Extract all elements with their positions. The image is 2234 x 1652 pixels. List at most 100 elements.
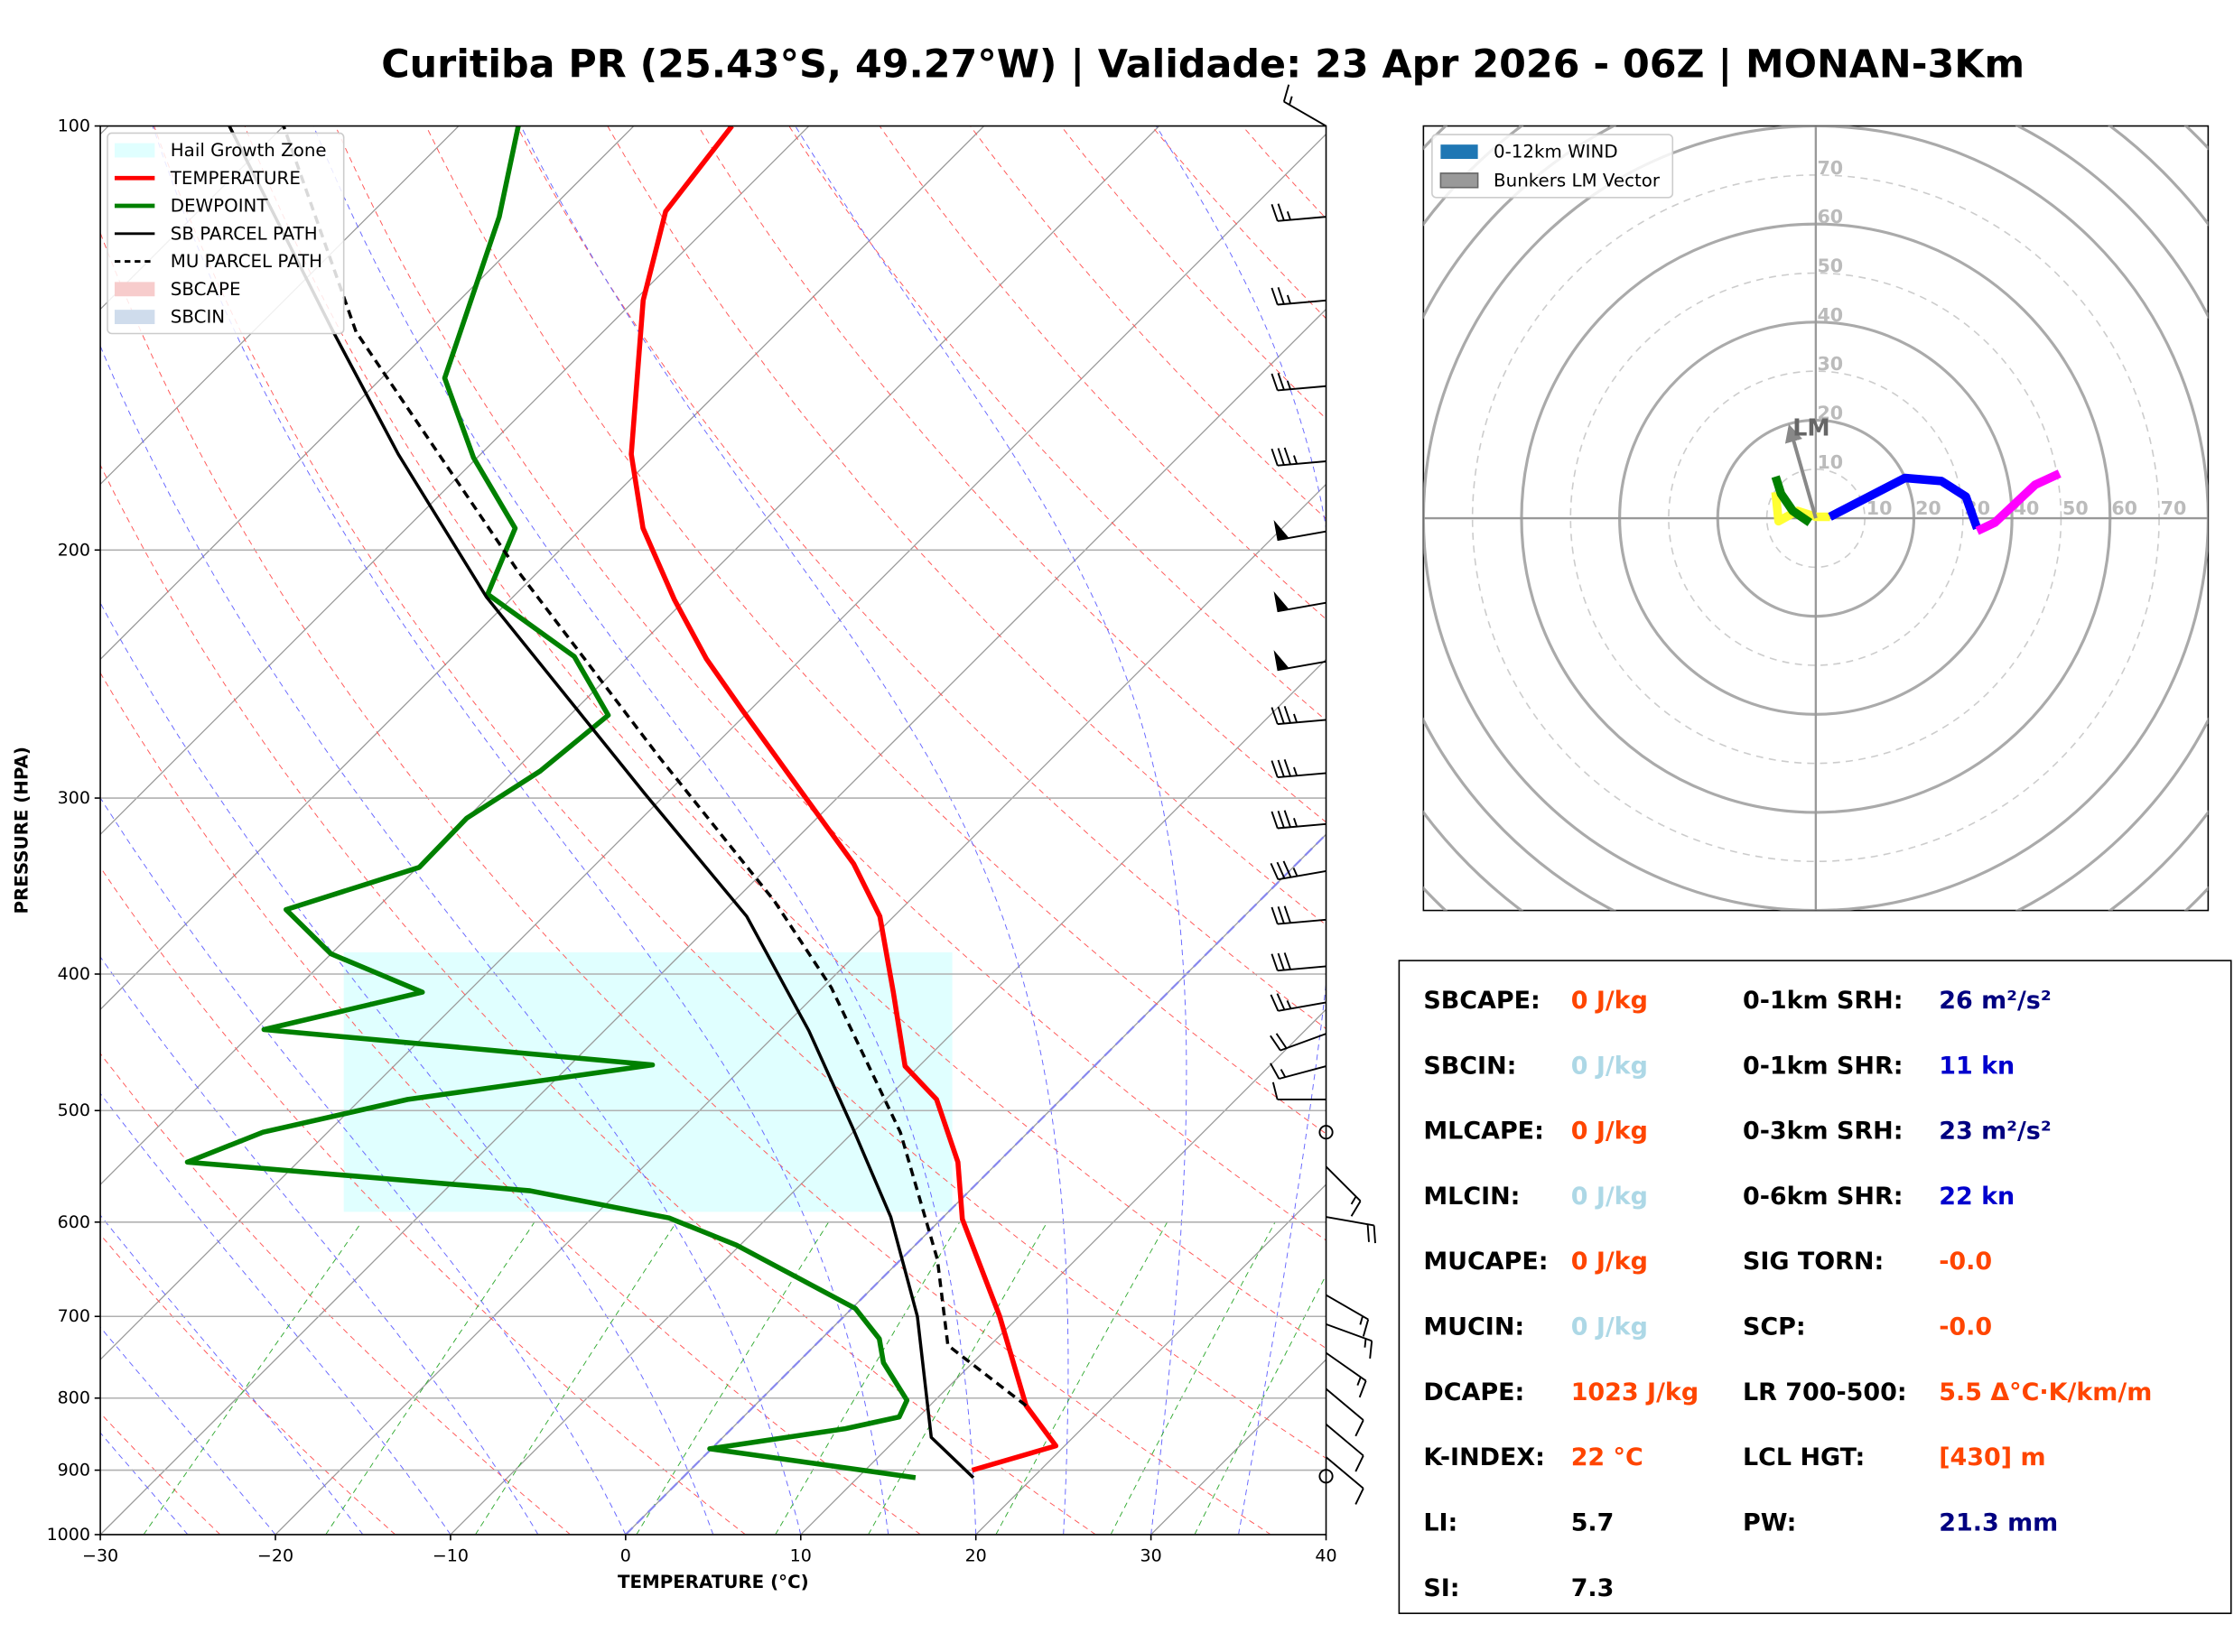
- wind-barb: [1271, 203, 1326, 222]
- index-value: 5.7: [1571, 1508, 1615, 1536]
- dry-adiabat: [244, 125, 1326, 1350]
- isotherm: [100, 133, 1326, 1360]
- index-label: 0-6km SHR:: [1743, 1183, 1903, 1211]
- isotherm: [100, 125, 635, 661]
- y-tick-label: 300: [58, 788, 90, 808]
- dry-adiabat: [607, 125, 1326, 926]
- mixing-ratio-line: [868, 1221, 1048, 1535]
- x-axis-label: TEMPERATURE (°C): [618, 1572, 809, 1592]
- y-tick-label: 500: [58, 1100, 90, 1120]
- isotherm: [100, 125, 810, 836]
- wind-barb: [1271, 287, 1326, 306]
- index-value: 11 kn: [1939, 1052, 2015, 1080]
- y-tick-label: 600: [58, 1212, 90, 1232]
- wind-barb: [1270, 993, 1326, 1012]
- index-label: LR 700-500:: [1743, 1378, 1907, 1406]
- index-label: DCAPE:: [1423, 1378, 1524, 1406]
- index-value: -0.0: [1939, 1248, 1992, 1276]
- y-tick-label: 400: [58, 964, 90, 984]
- hail-growth-zone: [343, 951, 953, 1212]
- dry-adiabat: [100, 866, 746, 1535]
- wind-barbs: [1270, 84, 1376, 1505]
- y-axis-label: PRESSURE (HPA): [11, 747, 32, 914]
- y-tick-label: 100: [58, 116, 90, 136]
- dry-adiabat: [100, 464, 1096, 1535]
- x-tick-label: 30: [1140, 1546, 1162, 1566]
- isotherm: [975, 1183, 1326, 1535]
- index-label: LI:: [1423, 1508, 1457, 1536]
- legend-label: SBCIN: [171, 307, 225, 328]
- isotherm: [800, 1008, 1326, 1535]
- dry-adiabat: [100, 231, 1271, 1535]
- legend-box: [107, 132, 345, 335]
- legend-label: Bunkers LM Vector: [1494, 170, 1661, 190]
- ring-label: 10: [1866, 497, 1893, 519]
- skewt-legend: Hail Growth Zone TEMPERATURE DEWPOINT SB PA…: [107, 132, 345, 335]
- wind-barb: [1271, 905, 1326, 925]
- index-label: LCL HGT:: [1743, 1443, 1865, 1471]
- wind-barb: [1271, 758, 1326, 779]
- dry-adiabat: [154, 125, 1326, 1459]
- legend-swatch: [114, 143, 155, 158]
- index-value: 0 J/kg: [1571, 1052, 1648, 1080]
- legend-label: 0-12km WIND: [1494, 142, 1618, 162]
- wind-barb: [1270, 1063, 1326, 1080]
- index-value: 22 °C: [1571, 1443, 1643, 1471]
- wind-barb: [1325, 1351, 1367, 1398]
- wind-barb: [1282, 84, 1327, 127]
- y-tick-label: 1000: [47, 1525, 90, 1545]
- dry-adiabat: [335, 125, 1326, 1241]
- legend-swatch: [114, 282, 155, 297]
- wind-barb: [1326, 1323, 1373, 1359]
- wind-barb-calm: [1318, 1469, 1334, 1484]
- ring-label: 50: [1817, 255, 1843, 277]
- index-label: 0-1km SRH:: [1743, 987, 1903, 1015]
- isotherm: [450, 658, 1326, 1535]
- wind-barb: [1270, 860, 1326, 881]
- legend-label: SBCAPE: [171, 279, 241, 300]
- index-value: -0.0: [1939, 1313, 1992, 1341]
- index-label: SI:: [1423, 1574, 1459, 1602]
- ring-label: 20: [1817, 402, 1843, 423]
- wind-barb: [1325, 1387, 1364, 1437]
- index-value: [430] m: [1939, 1443, 2045, 1471]
- profile-line: [184, 125, 917, 1480]
- ring-label: 10: [1817, 451, 1843, 473]
- wind-barb: [1326, 1294, 1370, 1337]
- wind-barb: [1270, 1033, 1326, 1052]
- ring-label: 40: [1817, 304, 1843, 326]
- index-value: 5.5 Δ°C·K/km/m: [1939, 1378, 2152, 1406]
- index-label: SIG TORN:: [1743, 1248, 1884, 1276]
- index-label: MLCIN:: [1423, 1183, 1520, 1211]
- indices-table: SBCAPE: 0 J/kg SBCIN: 0 J/kg MLCAPE: 0 J/kg ML…: [1423, 987, 2152, 1602]
- moist-adiabat: [1155, 125, 1326, 1535]
- skewt-background: [100, 125, 1326, 1535]
- wind-barb: [1271, 810, 1326, 830]
- wind-barb: [1271, 952, 1326, 972]
- isotherm: [275, 483, 1326, 1535]
- index-value: 0 J/kg: [1571, 987, 1648, 1015]
- isotherm: [100, 125, 460, 486]
- wind-barb: [1271, 447, 1326, 467]
- wind-barb-calm: [1318, 1125, 1334, 1140]
- profile-line: [228, 125, 975, 1480]
- ring-label: 70: [1817, 157, 1843, 179]
- dry-adiabat: [516, 125, 1326, 1030]
- y-tick-label: 800: [58, 1388, 90, 1408]
- legend-label: DEWPOINT: [171, 196, 269, 217]
- wind-barb: [1325, 1165, 1362, 1217]
- x-tick-label: 10: [790, 1546, 812, 1566]
- moist-adiabat: [152, 125, 889, 1535]
- index-label: MLCAPE:: [1423, 1118, 1544, 1146]
- index-label: SBCAPE:: [1423, 987, 1540, 1015]
- legend-label: Hail Growth Zone: [171, 140, 327, 161]
- moist-adiabat: [100, 1432, 189, 1535]
- ring-label: 60: [2111, 497, 2137, 519]
- index-value: 23 m²/s²: [1939, 1118, 2051, 1146]
- y-tick-label: 700: [58, 1306, 90, 1326]
- mixing-ratio-line: [636, 1221, 830, 1535]
- x-tick-label: 20: [965, 1546, 987, 1566]
- x-tick-label: −30: [82, 1546, 118, 1566]
- wind-barb: [1325, 1424, 1364, 1472]
